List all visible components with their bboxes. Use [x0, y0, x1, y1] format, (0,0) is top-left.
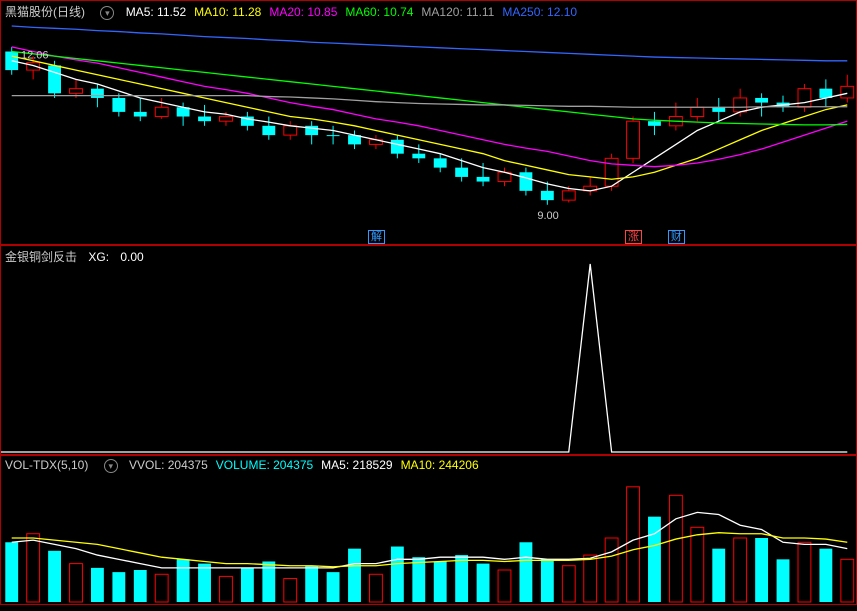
- vol-legend-item: VOLUME: 204375: [216, 458, 313, 472]
- chevron-down-icon[interactable]: ▾: [104, 459, 118, 473]
- chevron-down-icon[interactable]: ▾: [100, 6, 114, 20]
- ma-legend-item: MA250: 12.10: [502, 5, 577, 19]
- ma-legend-item: MA120: 11.11: [421, 5, 494, 19]
- ma-legend-item: MA60: 10.74: [345, 5, 413, 19]
- svg-text:12.06: 12.06: [21, 50, 49, 62]
- vol-legend-item: VVOL: 204375: [129, 458, 208, 472]
- ma-legend-item: MA5: 11.52: [126, 5, 186, 19]
- vol-legend-item: MA10: 244206: [401, 458, 479, 472]
- event-tag[interactable]: 涨: [625, 230, 642, 244]
- xg-value: 0.00: [120, 250, 143, 264]
- xg-label: XG:: [88, 250, 109, 264]
- price-chart-panel[interactable]: 黑猫股份(日线) ▾ MA5: 11.52 MA10: 11.28 MA20: 10…: [0, 0, 857, 245]
- price-header: 黑猫股份(日线) ▾ MA5: 11.52 MA10: 11.28 MA20: 10…: [5, 3, 593, 20]
- stock-name: 黑猫股份(日线): [5, 5, 85, 19]
- ma-legend-item: MA20: 10.85: [269, 5, 337, 19]
- price-chart[interactable]: 12.06 9.00: [1, 1, 857, 246]
- ma-legend-item: MA10: 11.28: [194, 5, 261, 19]
- event-tag[interactable]: 财: [668, 230, 685, 244]
- volume-title: VOL-TDX(5,10): [5, 458, 88, 472]
- volume-header: VOL-TDX(5,10) ▾ VVOL: 204375 VOLUME: 2043…: [5, 458, 495, 473]
- indicator-title: 金银铜剑反击: [5, 250, 77, 264]
- volume-chart[interactable]: [1, 456, 857, 606]
- indicator-header: 金银铜剑反击 XG: 0.00: [5, 248, 152, 265]
- indicator-panel[interactable]: 金银铜剑反击 XG: 0.00: [0, 245, 857, 455]
- indicator-chart[interactable]: [1, 246, 857, 456]
- event-tag[interactable]: 解: [368, 230, 385, 244]
- vol-legend-item: MA5: 218529: [321, 458, 392, 472]
- volume-panel[interactable]: VOL-TDX(5,10) ▾ VVOL: 204375 VOLUME: 2043…: [0, 455, 857, 605]
- svg-text:9.00: 9.00: [537, 210, 558, 222]
